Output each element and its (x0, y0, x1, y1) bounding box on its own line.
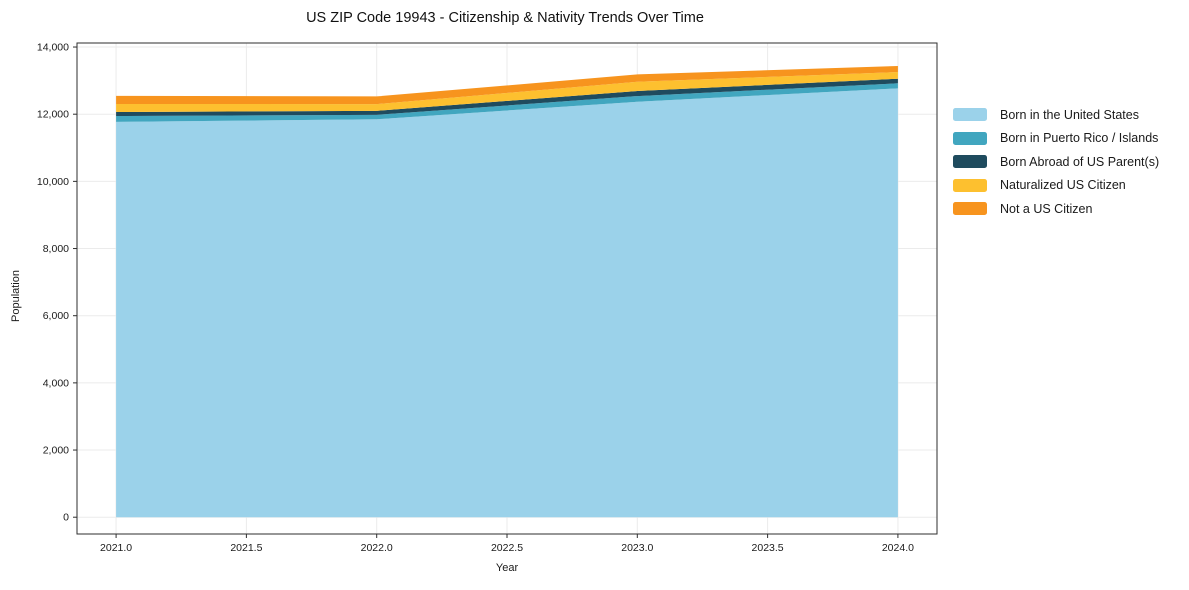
legend-item: Born in the United States (953, 107, 1159, 122)
x-tick-label: 2024.0 (882, 542, 914, 554)
y-tick-label: 14,000 (37, 42, 69, 54)
y-tick-label: 2,000 (43, 445, 69, 457)
chart-title: US ZIP Code 19943 - Citizenship & Nativi… (306, 10, 704, 26)
x-tick-label: 2023.5 (752, 542, 784, 554)
legend-item: Born Abroad of US Parent(s) (953, 154, 1160, 169)
legend-swatch (953, 131, 987, 145)
legend-label: Born Abroad of US Parent(s) (1000, 154, 1160, 169)
y-tick-label: 12,000 (37, 109, 69, 121)
y-tick-label: 4,000 (43, 377, 69, 389)
area-series-3 (116, 72, 898, 113)
x-tick-label: 2022.5 (491, 542, 523, 554)
legend-swatch (953, 178, 987, 192)
legend-item: Born in Puerto Rico / Islands (953, 131, 1159, 145)
area-series-4 (116, 66, 898, 105)
x-axis-label: Year (495, 562, 519, 574)
y-tick-label: 0 (63, 512, 69, 524)
legend-label: Born in Puerto Rico / Islands (1000, 131, 1159, 145)
x-tick-label: 2023.0 (621, 542, 653, 554)
legend-label: Naturalized US Citizen (1000, 178, 1126, 192)
legend: Born in the United States Born in Puerto… (953, 108, 1159, 226)
legend-label: Not a US Citizen (1000, 201, 1093, 216)
x-tick-label: 2021.5 (230, 542, 262, 554)
y-tick-label: 6,000 (43, 310, 69, 322)
legend-swatch (953, 155, 987, 168)
x-tick-label: 2022.0 (361, 542, 393, 554)
legend-item: Naturalized US Citizen (953, 178, 1159, 192)
y-tick-label: 8,000 (43, 243, 69, 255)
legend-swatch (953, 108, 987, 121)
area-series-0 (116, 88, 898, 518)
area-series-1 (116, 83, 898, 122)
area-series-2 (116, 78, 898, 117)
x-tick-label: 2021.0 (100, 542, 132, 554)
y-tick-label: 10,000 (37, 176, 69, 188)
legend-label: Born in the United States (1000, 107, 1139, 122)
legend-swatch (953, 202, 987, 215)
legend-item: Not a US Citizen (953, 201, 1159, 216)
